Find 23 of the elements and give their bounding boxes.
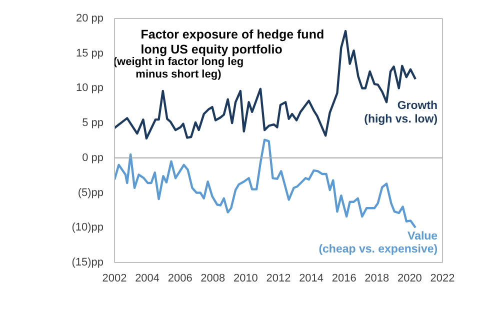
x-tick-label: 2010: [233, 272, 258, 284]
x-tick-label: 2018: [364, 272, 390, 284]
x-tick-label: 2004: [135, 272, 160, 284]
x-tick-label: 2002: [102, 272, 127, 284]
x-tick-label: 2016: [332, 272, 356, 284]
y-tick-label: 10 pp: [76, 82, 104, 94]
y-tick-label: 15 pp: [76, 47, 104, 60]
series-label: Value (cheap vs. expensive): [318, 230, 438, 256]
y-tick-label: 20 pp: [76, 12, 104, 24]
y-tick-label: (5)pp: [78, 186, 104, 199]
x-tick-label: 2012: [266, 272, 291, 284]
y-tick-label: 0 pp: [82, 152, 104, 164]
text: Factor exposure of hedge fund long US equity portfolio: [140, 28, 324, 56]
y-tick-label: (10)pp: [72, 222, 104, 234]
series-label: Growth (high vs. low): [364, 100, 438, 126]
y-tick-label: (15)pp: [72, 256, 104, 268]
x-tick-label: 2008: [200, 272, 226, 284]
x-tick-label: 2014: [299, 272, 324, 284]
x-tick-label: 2006: [168, 272, 192, 284]
line-series: [114, 138, 417, 229]
x-tick-label: 2020: [397, 272, 422, 284]
x-tick-label: 2022: [430, 272, 455, 284]
y-tick-label: 5 pp: [82, 117, 104, 130]
